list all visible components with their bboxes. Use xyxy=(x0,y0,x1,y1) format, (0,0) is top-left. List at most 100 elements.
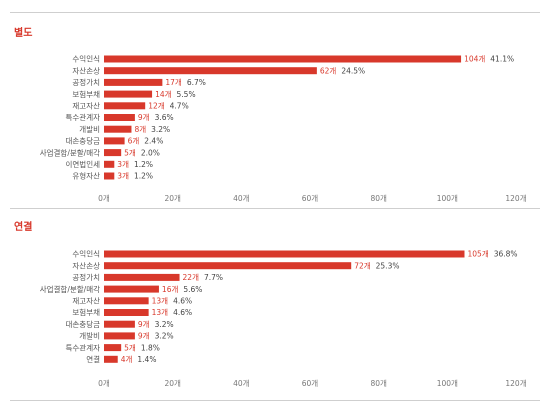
value-label: 9개 xyxy=(138,319,150,329)
x-tick-label: 60개 xyxy=(302,378,319,388)
x-tick-label: 100개 xyxy=(437,378,458,388)
category-label: 개발비 xyxy=(79,331,100,341)
chart-title-consolidated: 연결 xyxy=(14,222,33,233)
percent-label: 2.4% xyxy=(144,137,163,146)
bar xyxy=(104,344,122,352)
value-label: 5개 xyxy=(124,147,136,157)
percent-label: 3.6% xyxy=(155,113,174,122)
value-label: 12개 xyxy=(148,101,165,111)
category-label: 수익인식 xyxy=(72,249,100,259)
category-label: 자산손상 xyxy=(72,65,100,75)
percent-label: 1.4% xyxy=(137,355,156,364)
category-label: 공정가치 xyxy=(72,272,100,282)
separate-bar-chart: 수익인식 104개 41.1% 자산손상 62개 24.5% 공정가치 17개 6.7% 보험부채… xyxy=(40,54,527,203)
bar xyxy=(104,309,149,316)
bar xyxy=(104,67,317,75)
category-label: 연결 xyxy=(86,354,100,364)
x-tick-label: 80개 xyxy=(370,193,387,203)
category-label: 대손충당금 xyxy=(66,319,101,329)
category-label: 특수관계자 xyxy=(66,342,101,352)
category-label: 공정가치 xyxy=(72,77,100,87)
value-label: 3개 xyxy=(117,159,129,169)
bar xyxy=(104,90,153,98)
value-label: 9개 xyxy=(138,112,150,122)
value-label: 72개 xyxy=(354,260,371,270)
x-tick-label: 20개 xyxy=(164,378,181,388)
x-tick-label: 0개 xyxy=(98,378,110,388)
percent-label: 1.2% xyxy=(134,172,153,181)
percent-label: 3.2% xyxy=(155,332,174,341)
bar xyxy=(104,273,180,281)
x-tick-label: 100개 xyxy=(437,193,458,203)
category-label: 사업결합/분할/매각 xyxy=(40,284,100,294)
bar xyxy=(104,297,149,305)
middle-divider xyxy=(10,208,540,209)
top-divider xyxy=(10,12,540,13)
category-label: 보험부채 xyxy=(72,89,100,99)
category-label: 재고자산 xyxy=(72,101,100,111)
bar xyxy=(104,125,132,133)
percent-label: 4.6% xyxy=(173,297,192,306)
category-label: 자산손상 xyxy=(72,260,100,270)
x-tick-label: 20개 xyxy=(164,193,181,203)
x-tick-label: 80개 xyxy=(370,378,387,388)
bar xyxy=(104,102,146,110)
category-label: 이연법인세 xyxy=(66,159,101,169)
bar xyxy=(104,114,135,121)
bar xyxy=(104,149,122,157)
x-tick-label: 0개 xyxy=(98,193,110,203)
value-label: 4개 xyxy=(121,354,133,364)
bar xyxy=(104,332,135,340)
value-label: 3개 xyxy=(117,171,129,181)
bar xyxy=(104,78,163,86)
bar xyxy=(104,172,115,180)
percent-label: 2.0% xyxy=(141,148,160,157)
percent-label: 24.5% xyxy=(341,66,365,75)
consolidated-bar-chart: 수익인식 105개 36.8% 자산손상 72개 25.3% 공정가치 22개 7.7% 사업결합… xyxy=(40,249,527,388)
percent-label: 6.7% xyxy=(187,78,206,87)
value-label: 8개 xyxy=(134,124,146,134)
percent-label: 1.2% xyxy=(134,160,153,169)
category-label: 수익인식 xyxy=(72,54,100,64)
value-label: 22개 xyxy=(183,272,200,282)
percent-label: 5.6% xyxy=(183,285,202,294)
percent-label: 4.7% xyxy=(170,102,189,111)
value-label: 14개 xyxy=(155,89,172,99)
x-tick-label: 40개 xyxy=(233,193,250,203)
x-tick-label: 120개 xyxy=(505,378,526,388)
value-label: 17개 xyxy=(165,77,182,87)
percent-label: 3.2% xyxy=(151,125,170,134)
percent-label: 1.8% xyxy=(141,343,160,352)
percent-label: 3.2% xyxy=(155,320,174,329)
bar xyxy=(104,320,135,328)
category-label: 보험부채 xyxy=(72,307,100,317)
category-label: 재고자산 xyxy=(72,296,100,306)
bar xyxy=(104,55,462,63)
x-tick-label: 40개 xyxy=(233,378,250,388)
value-label: 13개 xyxy=(152,296,169,306)
bar xyxy=(104,160,115,168)
bar xyxy=(104,250,465,258)
category-label: 사업결합/분할/매각 xyxy=(40,147,100,157)
bar xyxy=(104,285,159,293)
percent-label: 5.5% xyxy=(177,90,196,99)
value-label: 9개 xyxy=(138,331,150,341)
value-label: 5개 xyxy=(124,342,136,352)
value-label: 13개 xyxy=(152,307,169,317)
category-label: 특수관계자 xyxy=(66,112,101,122)
bottom-divider xyxy=(10,400,540,401)
value-label: 16개 xyxy=(162,284,179,294)
x-tick-label: 60개 xyxy=(302,193,319,203)
percent-label: 36.8% xyxy=(494,250,518,259)
category-label: 개발비 xyxy=(79,124,100,134)
percent-label: 4.6% xyxy=(173,308,192,317)
percent-label: 25.3% xyxy=(376,261,400,270)
bar xyxy=(104,355,118,363)
value-label: 104개 xyxy=(464,54,485,64)
category-label: 유형자산 xyxy=(72,171,100,181)
value-label: 105개 xyxy=(468,249,489,259)
x-tick-label: 120개 xyxy=(505,193,526,203)
bar xyxy=(104,137,125,145)
category-label: 대손충당금 xyxy=(66,136,101,146)
bar xyxy=(104,262,352,270)
